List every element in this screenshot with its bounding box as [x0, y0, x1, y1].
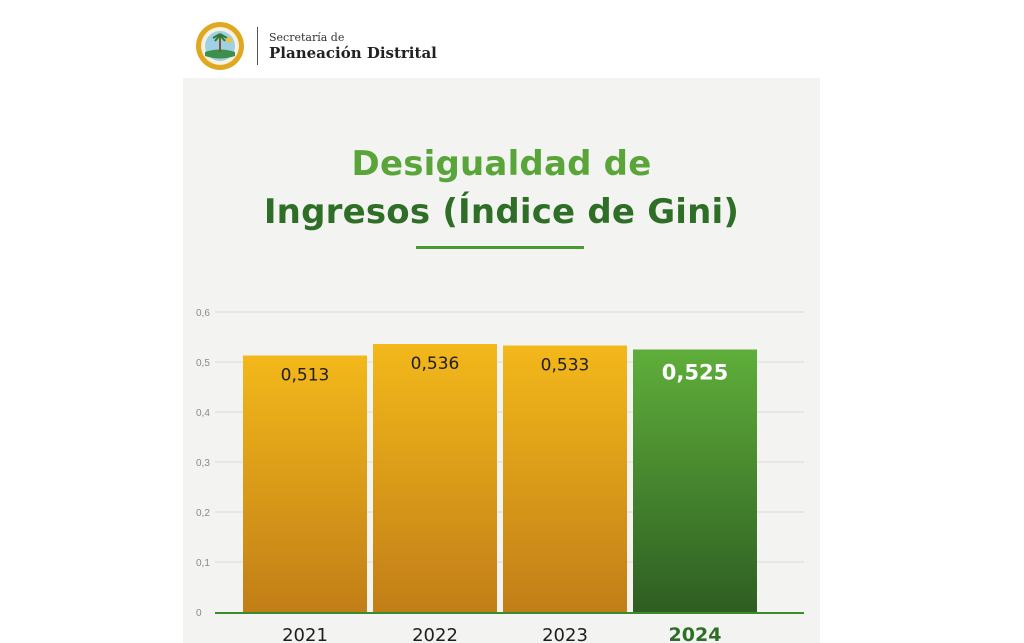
bar-2023 — [503, 345, 627, 612]
y-tick-label: 0 — [196, 608, 202, 619]
value-label: 0,536 — [411, 354, 460, 374]
org-name-line2: Planeación Distrital — [269, 43, 437, 62]
y-tick-label: 0,1 — [196, 558, 210, 569]
value-label: 0,533 — [541, 356, 590, 376]
header: Secretaría de Planeación Distrital — [195, 20, 437, 72]
y-tick-label: 0,5 — [196, 358, 210, 369]
y-tick-label: 0,6 — [196, 308, 210, 319]
title-underline — [416, 246, 584, 249]
y-tick-label: 0,3 — [196, 458, 210, 469]
x-tick-label: 2021 — [282, 625, 328, 643]
header-divider — [257, 27, 258, 65]
org-name: Secretaría de Planeación Distrital — [269, 31, 437, 62]
y-tick-label: 0,4 — [196, 408, 210, 419]
municipal-seal-icon — [196, 22, 244, 70]
y-tick-label: 0,2 — [196, 508, 210, 519]
chart-title-line2: Ingresos (Índice de Gini) — [263, 192, 740, 232]
chart-title-line1: Desigualdad de — [351, 144, 652, 184]
org-name-line1: Secretaría de — [269, 30, 345, 44]
bar-2022 — [373, 344, 497, 612]
value-label: 0,525 — [662, 361, 728, 385]
value-label: 0,513 — [281, 366, 330, 386]
bar-2021 — [243, 355, 367, 612]
x-tick-label: 2023 — [542, 625, 588, 643]
bar-2024 — [633, 349, 757, 612]
x-tick-label: 2024 — [669, 624, 722, 643]
x-tick-label: 2022 — [412, 625, 458, 643]
